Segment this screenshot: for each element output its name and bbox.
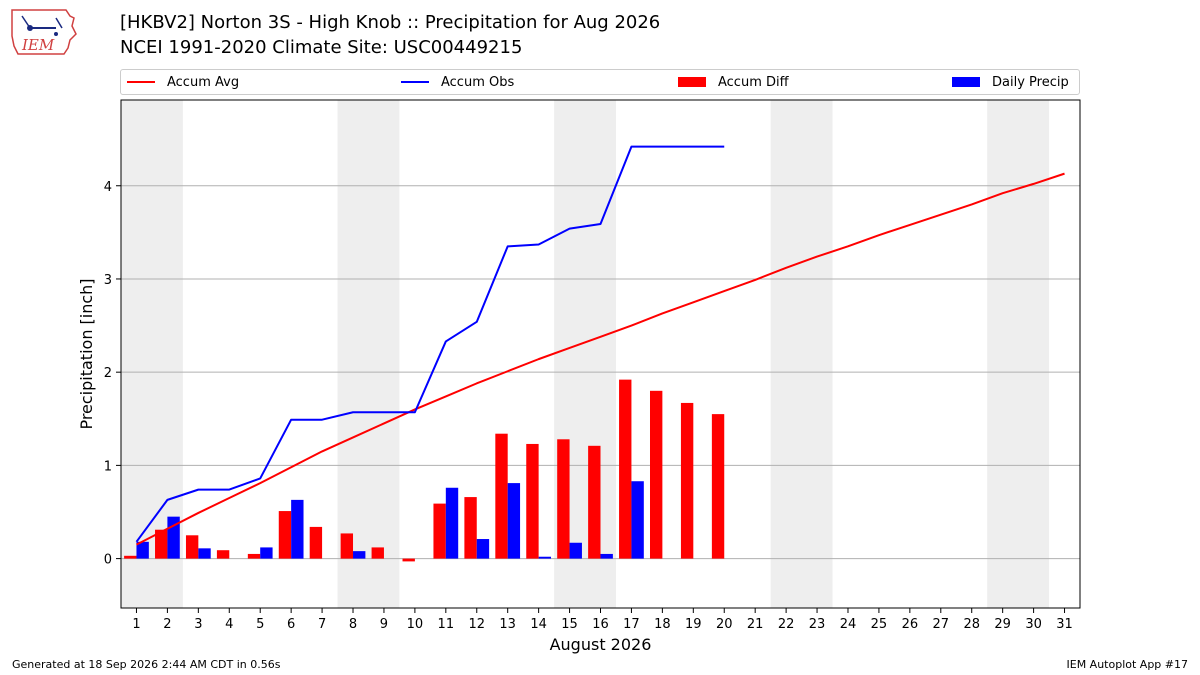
daily-precip-bar — [353, 551, 366, 559]
x-tick-label: 18 — [654, 617, 671, 632]
x-tick-label: 25 — [871, 617, 888, 632]
x-tick-label: 3 — [194, 617, 202, 632]
shaded-band — [337, 100, 400, 608]
y-tick-label: 1 — [104, 459, 112, 474]
daily-precip-bar — [198, 548, 211, 559]
daily-precip-bar — [538, 556, 552, 559]
x-tick-label: 2 — [163, 617, 171, 632]
x-tick-label: 10 — [407, 617, 424, 632]
legend-label-accum-diff: Accum Diff — [718, 74, 789, 90]
y-tick-label: 0 — [104, 553, 112, 568]
accum-diff-bar — [402, 558, 415, 562]
y-tick-label: 3 — [104, 273, 112, 288]
x-tick-label: 28 — [963, 617, 980, 632]
accum-diff-bar — [526, 443, 539, 559]
accum-diff-bar — [155, 529, 168, 559]
x-tick-label: 27 — [933, 617, 950, 632]
daily-precip-bar — [600, 553, 613, 559]
chart-legend: Accum Avg Accum Obs Accum Diff Daily Pre… — [120, 69, 1080, 95]
legend-item-accum-avg: Accum Avg — [127, 70, 239, 94]
accum-diff-bar — [216, 550, 230, 559]
x-tick-label: 17 — [623, 617, 640, 632]
accum-diff-bar — [464, 497, 477, 559]
x-tick-label: 7 — [318, 617, 326, 632]
legend-swatch-accum-obs — [401, 81, 429, 83]
daily-precip-bar — [445, 487, 459, 559]
x-tick-label: 24 — [840, 617, 857, 632]
y-axis-label: Precipitation [inch] — [77, 278, 96, 429]
accum-diff-bar — [185, 535, 199, 559]
legend-swatch-accum-diff — [678, 77, 706, 87]
legend-label-daily-precip: Daily Precip — [992, 74, 1069, 90]
accum-diff-bar — [340, 533, 354, 559]
legend-swatch-daily-precip — [952, 77, 980, 87]
legend-label-accum-avg: Accum Avg — [167, 74, 240, 90]
x-tick-label: 12 — [468, 617, 485, 632]
legend-item-accum-obs: Accum Obs — [401, 70, 514, 94]
accum-diff-bar — [588, 445, 601, 559]
x-tick-label: 14 — [530, 617, 547, 632]
x-tick-label: 26 — [902, 617, 919, 632]
accum-diff-bar — [124, 555, 137, 559]
y-tick-label: 2 — [104, 366, 112, 381]
logo-text: IEM — [21, 36, 55, 54]
x-tick-label: 11 — [438, 617, 455, 632]
x-tick-label: 1 — [132, 617, 140, 632]
x-tick-label: 20 — [716, 617, 733, 632]
accum-avg-line — [136, 172, 1065, 546]
x-tick-label: 19 — [685, 617, 702, 632]
legend-label-accum-obs: Accum Obs — [441, 74, 515, 90]
daily-precip-bar — [631, 481, 644, 559]
x-axis-label: August 2026 — [550, 635, 652, 654]
daily-precip-bar — [507, 483, 521, 559]
daily-precip-bar — [291, 499, 304, 559]
legend-swatch-accum-avg — [127, 81, 155, 83]
chart-title: [HKBV2] Norton 3S - High Knob :: Precipi… — [120, 12, 661, 33]
x-tick-label: 5 — [256, 617, 264, 632]
accum-diff-bar — [557, 439, 570, 559]
y-tick-label: 4 — [104, 180, 112, 195]
shaded-band — [770, 100, 833, 608]
accum-obs-line — [135, 145, 725, 543]
accum-diff-bar — [495, 433, 508, 559]
legend-item-daily-precip: Daily Precip — [952, 70, 1069, 94]
app-label: IEM Autoplot App #17 — [1066, 658, 1189, 671]
shaded-band — [987, 100, 1050, 608]
x-tick-label: 8 — [349, 617, 357, 632]
generated-timestamp: Generated at 18 Sep 2026 2:44 AM CDT in … — [12, 658, 281, 671]
x-tick-label: 13 — [499, 617, 516, 632]
x-tick-label: 9 — [380, 617, 388, 632]
daily-precip-bar — [260, 547, 273, 559]
accum-diff-bar — [309, 526, 323, 559]
x-tick-label: 6 — [287, 617, 295, 632]
accum-diff-bar — [278, 511, 292, 559]
daily-precip-bar — [136, 541, 149, 559]
iem-logo: IEM — [11, 9, 77, 55]
accum-diff-bar — [247, 553, 261, 559]
legend-item-accum-diff: Accum Diff — [678, 70, 789, 94]
x-tick-label: 29 — [994, 617, 1011, 632]
accum-diff-bar — [371, 547, 384, 559]
x-tick-label: 4 — [225, 617, 233, 632]
x-tick-label: 15 — [561, 617, 578, 632]
x-tick-label: 23 — [809, 617, 826, 632]
x-tick-label: 16 — [592, 617, 609, 632]
accum-diff-bar — [433, 503, 446, 559]
x-tick-label: 21 — [747, 617, 764, 632]
accum-diff-bar — [680, 402, 694, 559]
x-tick-label: 22 — [778, 617, 795, 632]
x-tick-label: 30 — [1025, 617, 1042, 632]
accum-diff-bar — [649, 390, 663, 559]
daily-precip-bar — [476, 539, 490, 559]
x-tick-label: 31 — [1056, 617, 1073, 632]
accum-diff-bar — [619, 379, 632, 559]
daily-precip-bar — [569, 542, 582, 559]
chart-subtitle: NCEI 1991-2020 Climate Site: USC00449215 — [120, 37, 523, 58]
accum-diff-bar — [711, 414, 725, 559]
